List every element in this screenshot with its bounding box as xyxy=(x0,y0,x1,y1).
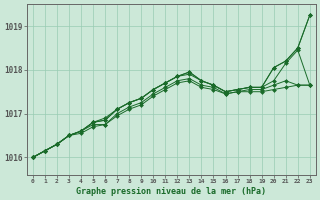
X-axis label: Graphe pression niveau de la mer (hPa): Graphe pression niveau de la mer (hPa) xyxy=(76,187,266,196)
